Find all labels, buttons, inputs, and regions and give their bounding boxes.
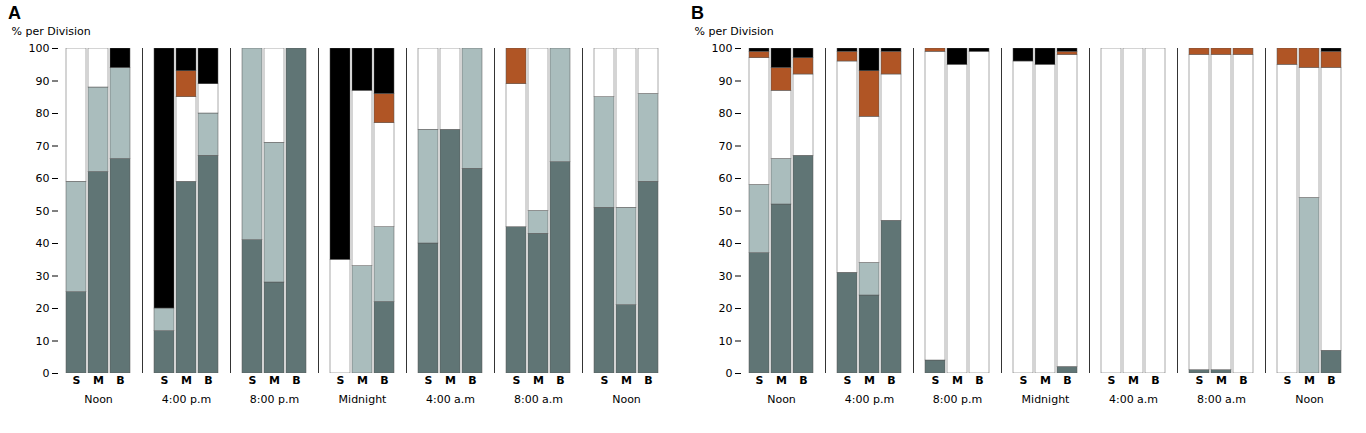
svg-text:M: M <box>445 374 456 387</box>
svg-text:4:00 a.m: 4:00 a.m <box>426 393 475 406</box>
svg-text:B: B <box>204 374 212 387</box>
svg-text:30: 30 <box>719 270 733 283</box>
svg-text:M: M <box>776 374 787 387</box>
svg-text:S: S <box>249 374 257 387</box>
svg-text:B: B <box>975 374 983 387</box>
svg-text:B: B <box>799 374 807 387</box>
svg-text:4:00 p.m: 4:00 p.m <box>845 393 894 406</box>
svg-text:M: M <box>181 374 192 387</box>
svg-text:M: M <box>1216 374 1227 387</box>
svg-text:90: 90 <box>36 75 50 88</box>
svg-text:8:00 a.m: 8:00 a.m <box>514 393 563 406</box>
svg-text:0: 0 <box>43 367 50 380</box>
svg-text:10: 10 <box>36 335 50 348</box>
svg-text:4:00 p.m: 4:00 p.m <box>162 393 211 406</box>
svg-text:8:00 p.m: 8:00 p.m <box>933 393 982 406</box>
svg-text:M: M <box>621 374 632 387</box>
svg-text:S: S <box>601 374 609 387</box>
svg-text:B: B <box>116 374 124 387</box>
svg-text:80: 80 <box>36 107 50 120</box>
svg-text:% per Division: % per Division <box>695 25 774 38</box>
svg-text:B: B <box>887 374 895 387</box>
svg-text:Midnight: Midnight <box>339 393 388 406</box>
svg-text:S: S <box>1196 374 1204 387</box>
svg-text:100: 100 <box>29 42 50 55</box>
svg-text:10: 10 <box>719 335 733 348</box>
svg-text:% per Division: % per Division <box>12 25 91 38</box>
svg-text:S: S <box>1020 374 1028 387</box>
svg-text:S: S <box>1108 374 1116 387</box>
svg-text:M: M <box>533 374 544 387</box>
svg-text:Noon: Noon <box>84 393 113 406</box>
svg-text:S: S <box>337 374 345 387</box>
svg-text:40: 40 <box>36 237 50 250</box>
svg-text:M: M <box>269 374 280 387</box>
svg-text:B: B <box>1327 374 1335 387</box>
svg-text:50: 50 <box>36 205 50 218</box>
svg-text:B: B <box>1151 374 1159 387</box>
svg-text:100: 100 <box>712 42 733 55</box>
svg-text:60: 60 <box>36 172 50 185</box>
svg-text:4:00 a.m: 4:00 a.m <box>1109 393 1158 406</box>
svg-text:S: S <box>73 374 81 387</box>
svg-text:0: 0 <box>726 367 733 380</box>
svg-text:M: M <box>1040 374 1051 387</box>
svg-text:Noon: Noon <box>767 393 796 406</box>
svg-text:Midnight: Midnight <box>1022 393 1071 406</box>
svg-text:B: B <box>1063 374 1071 387</box>
svg-text:80: 80 <box>719 107 733 120</box>
svg-text:40: 40 <box>719 237 733 250</box>
svg-text:S: S <box>513 374 521 387</box>
svg-text:B: B <box>468 374 476 387</box>
svg-text:M: M <box>93 374 104 387</box>
svg-text:70: 70 <box>36 140 50 153</box>
svg-text:S: S <box>756 374 764 387</box>
svg-text:B: B <box>644 374 652 387</box>
svg-text:S: S <box>844 374 852 387</box>
svg-text:M: M <box>952 374 963 387</box>
svg-text:20: 20 <box>36 302 50 315</box>
svg-text:S: S <box>161 374 169 387</box>
svg-text:B: B <box>292 374 300 387</box>
svg-text:90: 90 <box>719 75 733 88</box>
svg-text:B: B <box>1239 374 1247 387</box>
svg-text:M: M <box>1128 374 1139 387</box>
svg-text:M: M <box>1304 374 1315 387</box>
svg-text:B: B <box>380 374 388 387</box>
svg-text:8:00 a.m: 8:00 a.m <box>1197 393 1246 406</box>
svg-text:Noon: Noon <box>612 393 641 406</box>
svg-text:60: 60 <box>719 172 733 185</box>
svg-text:20: 20 <box>719 302 733 315</box>
svg-text:Noon: Noon <box>1295 393 1324 406</box>
html-text:A: A <box>8 3 21 23</box>
svg-text:S: S <box>1284 374 1292 387</box>
svg-text:8:00 p.m: 8:00 p.m <box>250 393 299 406</box>
svg-text:B: B <box>556 374 564 387</box>
svg-text:30: 30 <box>36 270 50 283</box>
svg-text:S: S <box>425 374 433 387</box>
svg-text:70: 70 <box>719 140 733 153</box>
svg-text:M: M <box>864 374 875 387</box>
html-text:B: B <box>691 3 704 23</box>
svg-text:50: 50 <box>719 205 733 218</box>
svg-text:M: M <box>357 374 368 387</box>
svg-text:S: S <box>932 374 940 387</box>
